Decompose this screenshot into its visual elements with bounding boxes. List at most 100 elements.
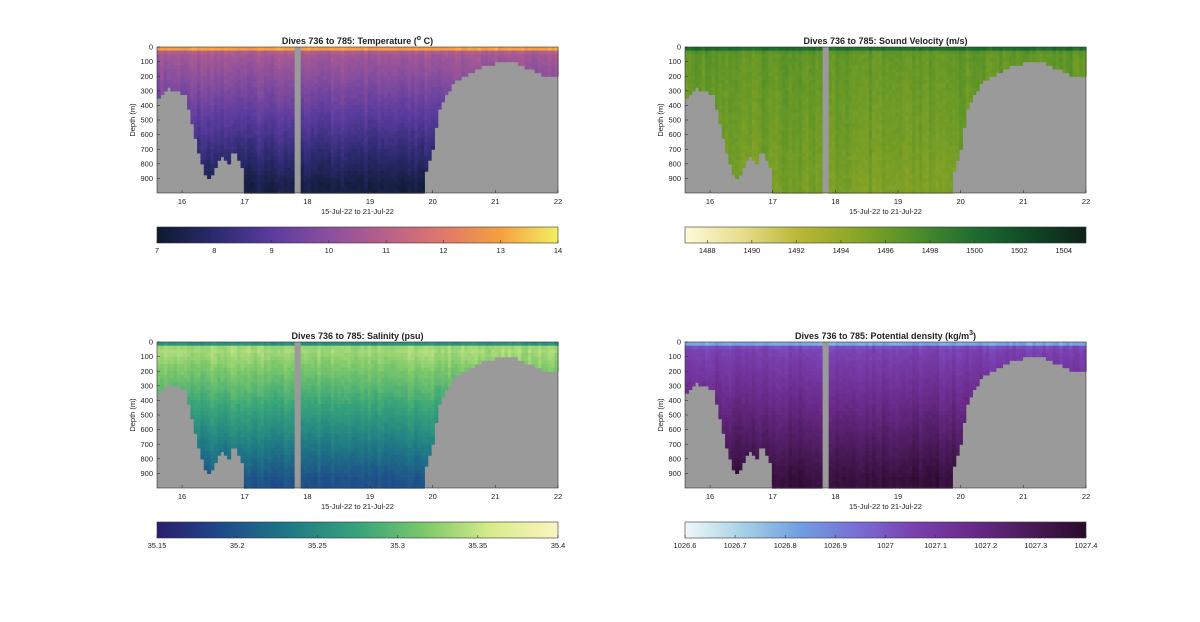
heatmap-cell [243,145,248,150]
heatmap-cell [801,83,806,88]
heatmap-cell [397,152,402,158]
heatmap-cell [471,57,476,63]
heatmap-cell [855,72,860,77]
heatmap-cell [250,185,255,190]
heatmap-cell [304,174,308,179]
heatmap-cell [374,145,379,150]
heatmap-cell [745,109,750,114]
heatmap-cell [858,94,863,99]
heatmap-cell [337,156,342,161]
heatmap-cell [431,120,435,125]
heatmap-cell [307,61,312,66]
heatmap-cell [751,156,756,161]
heatmap-cell [835,65,840,70]
heatmap-cell [855,152,860,158]
heatmap-cell [193,79,198,85]
heatmap-cell [197,120,202,125]
heatmap-cell [417,98,422,103]
heatmap-cell [738,127,743,132]
heatmap-cell [270,163,275,169]
heatmap-cell [350,167,355,172]
heatmap-cell [263,174,268,179]
heatmap-cell [197,47,202,52]
heatmap-cell [307,79,312,85]
heatmap-cell [390,61,395,66]
heatmap-cell [781,90,786,96]
heatmap-cell [865,50,870,55]
heatmap-cell [357,65,362,70]
heatmap-cell [217,134,222,139]
heatmap-cell [715,57,720,63]
heatmap-cell [818,90,823,96]
heatmap-cell [755,72,760,77]
heatmap-cell [721,123,726,128]
heatmap-cell [340,156,345,161]
heatmap-cell [424,138,429,143]
heatmap-cell [394,156,399,161]
heatmap-cell [250,94,255,99]
heatmap-cell [785,68,790,74]
heatmap-cell [695,65,699,70]
heatmap-cell [300,138,305,143]
heatmap-cell [364,116,369,121]
heatmap-cell [805,47,810,52]
heatmap-cell [778,90,783,96]
heatmap-cell [374,87,379,92]
heatmap-cell [310,112,315,117]
heatmap-cell [394,54,399,59]
heatmap-cell [320,182,325,187]
heatmap-cell [177,65,181,70]
heatmap-cell [852,54,857,59]
heatmap-cell [845,112,850,117]
heatmap-cell [237,79,242,85]
heatmap-cell [775,127,780,132]
heatmap-cell [344,76,349,81]
heatmap-cell [858,156,863,161]
heatmap-cell [434,68,439,74]
heatmap-cell [367,171,372,176]
heatmap-cell [193,98,198,103]
heatmap-cell [400,156,405,161]
heatmap-cell [327,76,332,81]
heatmap-cell [250,101,255,106]
heatmap-cell [748,149,753,154]
heatmap-cell [852,105,857,110]
heatmap-cell [374,54,379,59]
heatmap-cell [815,50,820,55]
heatmap-cell [848,54,853,59]
heatmap-cell [852,149,857,154]
heatmap-cell [858,54,863,59]
heatmap-cell [367,79,372,85]
heatmap-cell [424,167,429,172]
heatmap-cell [761,72,766,77]
heatmap-cell [307,174,312,179]
heatmap-cell [213,120,218,125]
heatmap-cell [741,141,746,147]
heatmap-cell [300,185,305,190]
heatmap-cell [300,167,305,172]
heatmap-cell [865,182,870,187]
heatmap-cell [344,145,349,150]
heatmap-cell [788,65,793,70]
heatmap-cell [845,130,850,136]
heatmap-cell [283,178,288,183]
x-tick-label: 20 [429,197,437,206]
heatmap-cell [741,109,746,114]
heatmap-cell [267,94,272,99]
heatmap-cell [384,174,389,179]
heatmap-cell [745,54,750,59]
heatmap-cell [728,98,733,103]
heatmap-cell [390,83,395,88]
heatmap-cell [280,68,285,74]
heatmap-cell [180,72,185,77]
heatmap-cell [728,105,733,110]
heatmap-cell [357,109,362,114]
heatmap-cell [360,98,365,103]
heatmap-cell [357,90,362,96]
heatmap-cell [848,94,853,99]
heatmap-cell [300,94,305,99]
heatmap-cell [842,72,846,77]
heatmap-cell [431,116,435,121]
heatmap-cell [354,65,359,70]
heatmap-cell [444,76,449,81]
